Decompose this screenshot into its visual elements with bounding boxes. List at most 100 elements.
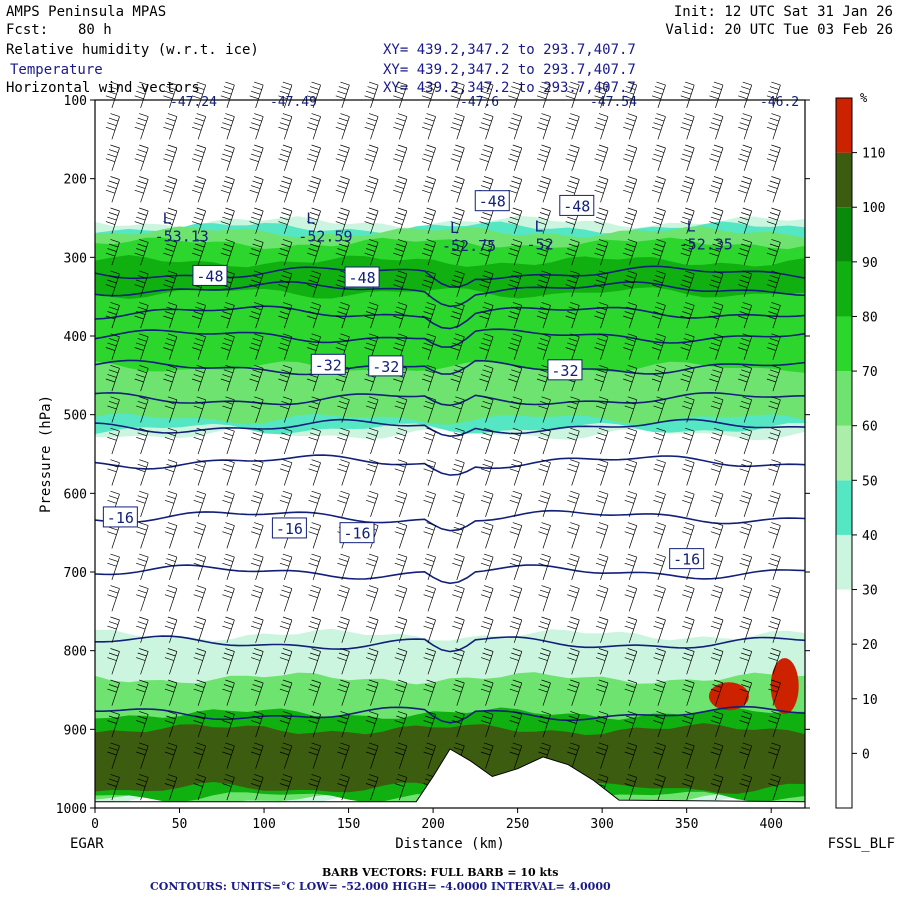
wind-barb bbox=[335, 333, 350, 360]
wind-barb bbox=[710, 774, 724, 801]
wind-barb bbox=[653, 585, 666, 612]
contour-label: -16 bbox=[343, 525, 370, 543]
wind-barb bbox=[279, 585, 293, 612]
wind-barb bbox=[594, 207, 609, 234]
wind-barb bbox=[279, 616, 293, 643]
colorbar-cell bbox=[836, 534, 852, 590]
wind-barb bbox=[680, 144, 695, 171]
temperature-contour bbox=[94, 359, 806, 376]
wind-barb bbox=[595, 616, 609, 643]
wind-barb bbox=[450, 176, 465, 203]
wind-barb bbox=[567, 396, 580, 423]
wind-barb bbox=[623, 333, 638, 360]
wind-barb bbox=[364, 144, 379, 171]
wind-barb bbox=[134, 207, 149, 234]
contour-label: -16 bbox=[276, 520, 303, 538]
x-tick-label: 350 bbox=[675, 817, 698, 832]
colorbar-tick-label: 40 bbox=[862, 529, 878, 544]
wind-barb bbox=[738, 207, 753, 234]
wind-barb bbox=[308, 648, 321, 675]
wind-barb bbox=[423, 522, 436, 549]
wind-barb bbox=[710, 396, 724, 423]
wind-barb bbox=[565, 144, 580, 171]
wind-barb bbox=[624, 742, 638, 769]
wind-barb bbox=[680, 81, 695, 109]
wind-barb bbox=[220, 302, 235, 329]
wind-barb bbox=[738, 270, 753, 297]
wind-barb bbox=[308, 427, 321, 455]
colorbar-tick-label: 20 bbox=[862, 638, 878, 653]
wind-barb bbox=[393, 333, 408, 360]
wind-barb bbox=[739, 648, 753, 675]
wind-barb bbox=[421, 144, 436, 171]
wind-barb bbox=[164, 396, 178, 423]
colorbar: 0 10 20 30 40 50 60 70 80 90 100 110% bbox=[835, 91, 885, 809]
colorbar-tick-label: 0 bbox=[862, 747, 870, 762]
wind-barb bbox=[365, 711, 379, 738]
wind-barb bbox=[480, 585, 494, 612]
wind-barb bbox=[136, 648, 149, 675]
colorbar-unit: % bbox=[860, 91, 868, 105]
colorbar-cell bbox=[836, 589, 852, 645]
wind-barb bbox=[364, 302, 379, 329]
wind-barb bbox=[423, 553, 436, 581]
wind-barb bbox=[250, 396, 264, 423]
wind-barb bbox=[136, 553, 149, 581]
wind-barb bbox=[164, 711, 178, 738]
temperature-contour bbox=[94, 564, 806, 585]
wind-barb bbox=[222, 553, 235, 581]
wind-barb bbox=[538, 648, 551, 675]
wind-barb bbox=[710, 490, 724, 518]
wind-barb bbox=[653, 648, 666, 675]
wind-barb bbox=[423, 396, 436, 423]
wind-barb bbox=[623, 176, 638, 203]
wind-barb bbox=[308, 459, 321, 486]
wind-barb bbox=[249, 270, 264, 297]
wind-barb bbox=[450, 81, 465, 109]
contour-label-layer: -48 -48-48 -48-32 -32 -32-16-16 -16-16L-53.13… bbox=[102, 95, 799, 570]
wind-barb bbox=[105, 239, 120, 266]
wind-barb bbox=[220, 81, 235, 109]
wind-barb bbox=[337, 459, 350, 486]
wind-barb bbox=[480, 648, 494, 675]
wind-barb bbox=[193, 553, 207, 581]
wind-barb bbox=[766, 364, 781, 392]
wind-barb bbox=[278, 176, 293, 203]
y-tick-label: 100 bbox=[64, 94, 87, 109]
wind-barb bbox=[452, 679, 465, 706]
wind-barb bbox=[653, 711, 666, 738]
wind-barb bbox=[220, 113, 235, 140]
wind-barb bbox=[651, 239, 666, 266]
wind-barb bbox=[768, 648, 781, 675]
wind-barb bbox=[452, 648, 465, 675]
wind-barb bbox=[365, 585, 379, 612]
start-location-label: EGAR bbox=[70, 836, 104, 852]
wind-barb bbox=[480, 679, 494, 706]
wind-barb bbox=[364, 207, 379, 234]
contour-label-box bbox=[192, 264, 228, 286]
wind-barb bbox=[364, 176, 379, 203]
wind-barb bbox=[306, 81, 321, 109]
wind-barb bbox=[164, 616, 178, 643]
wind-barb bbox=[680, 270, 695, 297]
rh-max-patch bbox=[708, 682, 749, 711]
wind-barb bbox=[163, 270, 178, 297]
terrain bbox=[94, 748, 806, 809]
wind-barb bbox=[337, 427, 350, 455]
wind-barb bbox=[623, 270, 638, 297]
wind-barb bbox=[337, 774, 350, 801]
wind-barb bbox=[279, 679, 293, 706]
wind-barb bbox=[653, 553, 666, 581]
low-marker: L bbox=[163, 210, 172, 228]
wind-barb bbox=[680, 364, 695, 392]
wind-barb bbox=[653, 490, 666, 518]
wind-barb bbox=[509, 585, 523, 612]
wind-barb bbox=[421, 270, 436, 297]
wind-barb bbox=[538, 711, 551, 738]
wind-barb bbox=[107, 679, 120, 706]
wind-barb bbox=[308, 522, 321, 549]
temperature-contour bbox=[94, 328, 806, 348]
colorbar-tick-label: 30 bbox=[862, 584, 878, 599]
wind-barb bbox=[220, 144, 235, 171]
wind-barb bbox=[365, 648, 379, 675]
